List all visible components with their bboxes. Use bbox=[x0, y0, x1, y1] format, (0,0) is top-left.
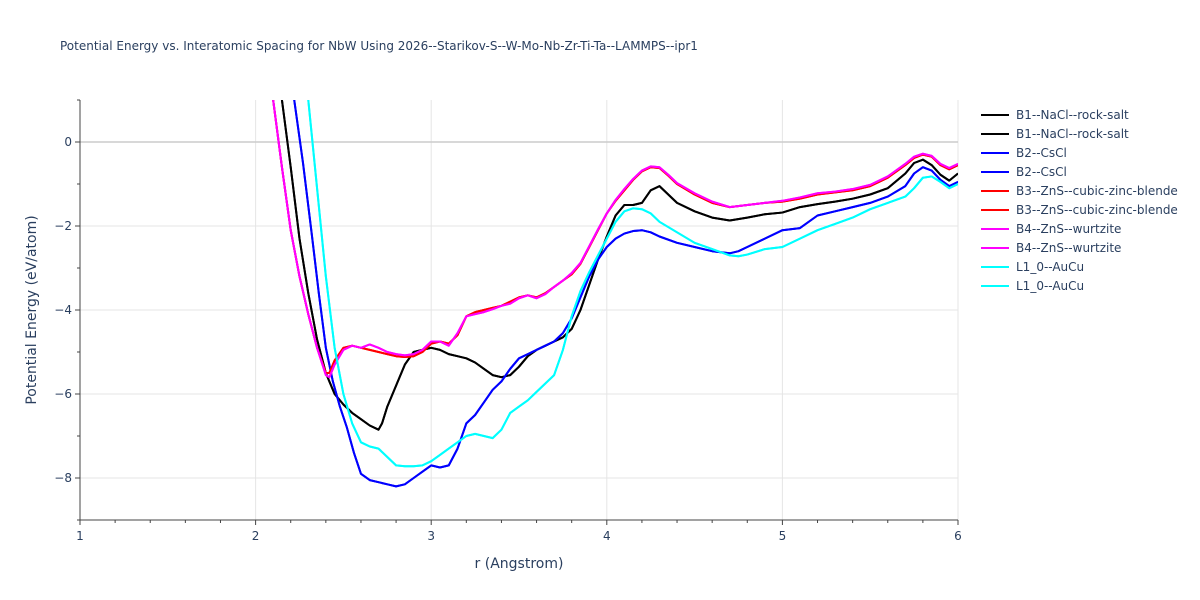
legend-label: B2--CsCl bbox=[1016, 165, 1067, 179]
series-layer bbox=[272, 100, 958, 488]
legend-label: L1_0--AuCu bbox=[1016, 260, 1084, 274]
legend-label: B4--ZnS--wurtzite bbox=[1016, 241, 1121, 255]
legend-item-b2-cscl[interactable]: B2--CsCl bbox=[981, 146, 1067, 160]
legend-label: B3--ZnS--cubic-zinc-blende bbox=[1016, 203, 1178, 217]
y-tick-label: −8 bbox=[54, 471, 72, 485]
axes bbox=[75, 99, 959, 525]
legend-item-b2-cscl[interactable]: B2--CsCl bbox=[981, 165, 1067, 179]
legend-label: B1--NaCl--rock-salt bbox=[1016, 127, 1129, 141]
series-line-b1-nacl-rock-salt-2 bbox=[280, 100, 958, 431]
legend-item-b3-zns-cubic-zinc-blende[interactable]: B3--ZnS--cubic-zinc-blende bbox=[981, 184, 1178, 198]
x-tick-label: 3 bbox=[427, 529, 435, 543]
chart-title: Potential Energy vs. Interatomic Spacing… bbox=[60, 39, 698, 53]
x-tick-label: 4 bbox=[603, 529, 611, 543]
grid-lines bbox=[80, 100, 959, 520]
legend-label: B4--ZnS--wurtzite bbox=[1016, 222, 1121, 236]
legend-item-b1-nacl-rock-salt[interactable]: B1--NaCl--rock-salt bbox=[981, 127, 1129, 141]
legend-item-b1-nacl-rock-salt[interactable]: B1--NaCl--rock-salt bbox=[981, 108, 1129, 122]
legend-item-b4-zns-wurtzite[interactable]: B4--ZnS--wurtzite bbox=[981, 241, 1121, 255]
x-tick-label: 2 bbox=[252, 529, 260, 543]
x-tick-label: 6 bbox=[954, 529, 962, 543]
series-line-b4-zns-wurtzite-2 bbox=[272, 100, 958, 379]
legend-item-l1-0-aucu[interactable]: L1_0--AuCu bbox=[981, 279, 1084, 293]
y-axis-title: Potential Energy (eV/atom) bbox=[24, 215, 40, 404]
y-tick-label: −4 bbox=[54, 303, 72, 317]
x-tick-label: 1 bbox=[76, 529, 84, 543]
legend-item-b3-zns-cubic-zinc-blende[interactable]: B3--ZnS--cubic-zinc-blende bbox=[981, 203, 1178, 217]
x-tick-label: 5 bbox=[779, 529, 787, 543]
legend-label: L1_0--AuCu bbox=[1016, 279, 1084, 293]
legend-item-b4-zns-wurtzite[interactable]: B4--ZnS--wurtzite bbox=[981, 222, 1121, 236]
series-line-b2-cscl-2 bbox=[293, 100, 958, 488]
tick-labels: 1 2 3 4 5 6 −8 −6 −4 −2 0 bbox=[54, 135, 962, 543]
legend-label: B2--CsCl bbox=[1016, 146, 1067, 160]
legend[interactable]: B1--NaCl--rock-salt B1--NaCl--rock-salt B2… bbox=[981, 108, 1178, 293]
legend-label: B3--ZnS--cubic-zinc-blende bbox=[1016, 184, 1178, 198]
legend-label: B1--NaCl--rock-salt bbox=[1016, 108, 1129, 122]
legend-item-l1-0-aucu[interactable]: L1_0--AuCu bbox=[981, 260, 1084, 274]
x-axis-title: r (Angstrom) bbox=[475, 556, 564, 572]
y-tick-label: 0 bbox=[64, 135, 72, 149]
series-line-l1-0-aucu-2 bbox=[307, 100, 958, 468]
y-tick-label: −2 bbox=[54, 219, 72, 233]
y-tick-label: −6 bbox=[54, 387, 72, 401]
